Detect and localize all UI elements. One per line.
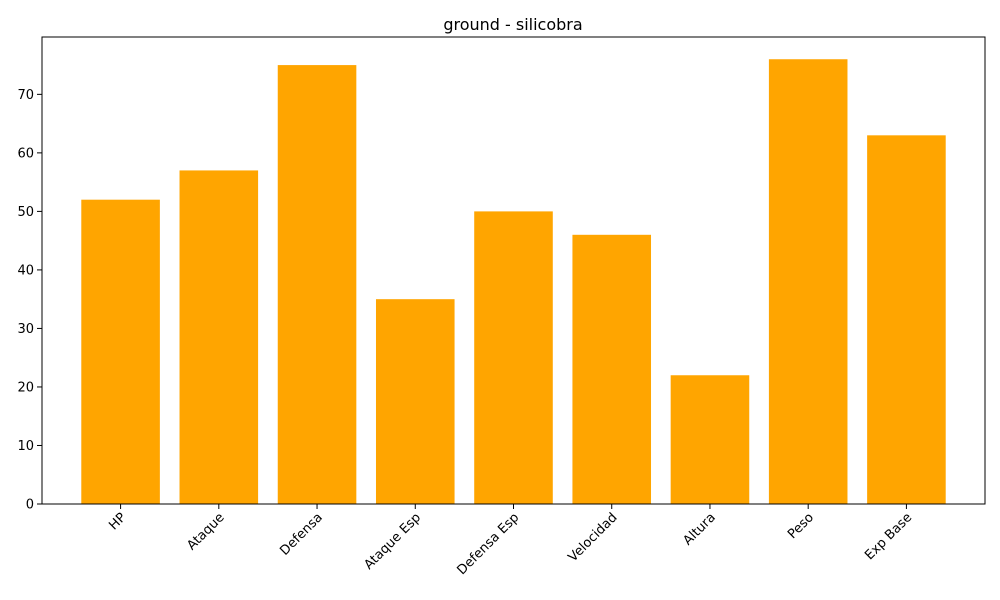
bar-ataque-esp [375, 299, 455, 504]
bar-exp-base [867, 135, 946, 504]
bar-hp [81, 199, 160, 504]
x-axis: HP Ataque Defensa Ataque Esp Defensa Esp Velo… [106, 504, 915, 578]
y-tick-label: 40 [17, 263, 34, 278]
bar-defensa [277, 65, 357, 504]
x-tick-label: Ataque Esp [361, 510, 424, 573]
x-tick-label: Defensa [277, 510, 325, 558]
y-tick-label: 20 [17, 380, 34, 395]
x-tick-label: Velocidad [566, 510, 621, 565]
bars-group [81, 59, 946, 505]
bar-altura [670, 375, 750, 504]
x-tick-label: Exp Base [862, 510, 915, 563]
x-tick-label: Ataque [184, 510, 227, 553]
bar-peso [768, 59, 848, 505]
bar-ataque [179, 170, 259, 504]
x-tick-label: HP [106, 510, 129, 533]
y-tick-label: 10 [17, 439, 34, 454]
y-axis: 0 10 20 30 40 50 60 70 [17, 88, 42, 513]
y-tick-label: 0 [26, 498, 34, 513]
bar-defensa-esp [474, 211, 553, 504]
plot-frame [41, 36, 986, 505]
x-tick-label: Peso [785, 510, 817, 542]
x-tick-label: Altura [680, 510, 718, 548]
chart-title: ground - silicobra [443, 15, 582, 34]
y-tick-label: 70 [17, 88, 34, 103]
y-tick-label: 30 [17, 322, 34, 337]
bar-velocidad [572, 234, 652, 505]
y-tick-label: 50 [17, 205, 34, 220]
x-tick-label: Defensa Esp [454, 510, 522, 578]
y-tick-label: 60 [17, 146, 34, 161]
